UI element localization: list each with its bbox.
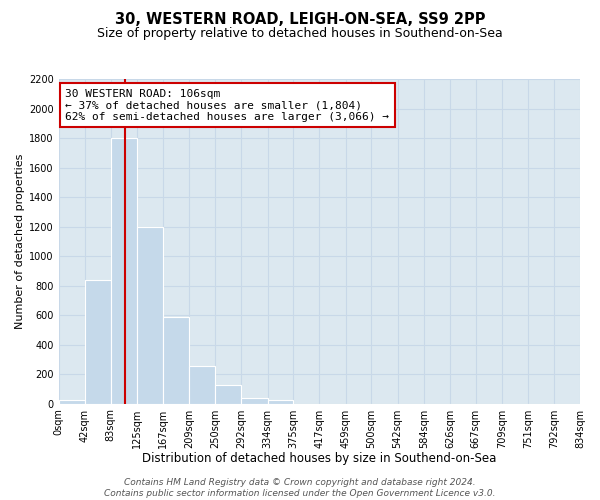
Bar xyxy=(268,400,293,404)
Text: Contains HM Land Registry data © Crown copyright and database right 2024.
Contai: Contains HM Land Registry data © Crown c… xyxy=(104,478,496,498)
Bar xyxy=(110,138,137,404)
X-axis label: Distribution of detached houses by size in Southend-on-Sea: Distribution of detached houses by size … xyxy=(142,452,497,465)
Bar xyxy=(137,226,163,404)
Text: 30, WESTERN ROAD, LEIGH-ON-SEA, SS9 2PP: 30, WESTERN ROAD, LEIGH-ON-SEA, SS9 2PP xyxy=(115,12,485,28)
Bar xyxy=(85,280,110,404)
Bar xyxy=(59,400,85,404)
Y-axis label: Number of detached properties: Number of detached properties xyxy=(15,154,25,329)
Bar xyxy=(163,316,190,404)
Text: Size of property relative to detached houses in Southend-on-Sea: Size of property relative to detached ho… xyxy=(97,28,503,40)
Bar xyxy=(241,398,268,404)
Bar xyxy=(190,366,215,404)
Bar xyxy=(215,385,241,404)
Text: 30 WESTERN ROAD: 106sqm
← 37% of detached houses are smaller (1,804)
62% of semi: 30 WESTERN ROAD: 106sqm ← 37% of detache… xyxy=(65,88,389,122)
